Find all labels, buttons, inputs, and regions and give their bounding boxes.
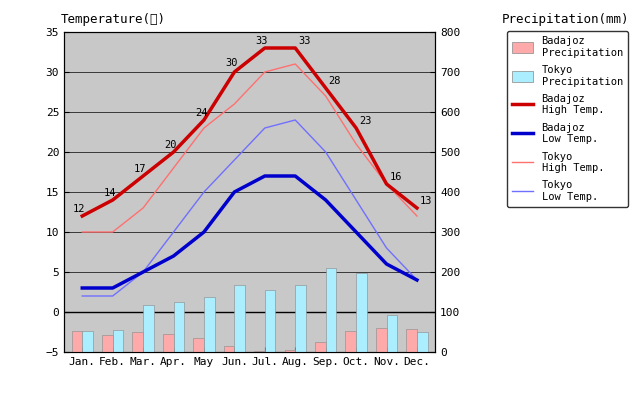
Bar bbox=[234, 285, 245, 352]
Text: 28: 28 bbox=[329, 76, 341, 86]
Bar bbox=[163, 334, 173, 352]
Bar bbox=[356, 273, 367, 352]
Bar bbox=[72, 331, 83, 352]
Bar bbox=[132, 332, 143, 352]
Bar bbox=[376, 328, 387, 352]
Bar bbox=[254, 351, 265, 352]
Bar bbox=[315, 342, 326, 352]
Text: 33: 33 bbox=[298, 36, 311, 46]
Bar bbox=[406, 329, 417, 352]
Bar bbox=[204, 297, 214, 352]
Bar bbox=[265, 290, 275, 352]
Legend: Badajoz
Precipitation, Tokyo
Precipitation, Badajoz
High Temp., Badajoz
Low Temp: Badajoz Precipitation, Tokyo Precipitati… bbox=[508, 31, 628, 207]
Bar bbox=[346, 331, 356, 352]
Text: 12: 12 bbox=[73, 204, 86, 214]
Bar bbox=[193, 338, 204, 352]
Text: 13: 13 bbox=[420, 196, 433, 206]
Bar bbox=[83, 331, 93, 352]
Bar bbox=[224, 346, 234, 352]
Text: 16: 16 bbox=[390, 172, 402, 182]
Text: 14: 14 bbox=[104, 188, 116, 198]
Text: 23: 23 bbox=[359, 116, 372, 126]
Bar bbox=[102, 335, 113, 352]
Bar bbox=[387, 315, 397, 352]
Bar bbox=[113, 330, 124, 352]
Bar bbox=[295, 285, 306, 352]
Text: 30: 30 bbox=[225, 58, 237, 68]
Text: 17: 17 bbox=[134, 164, 147, 174]
Bar bbox=[326, 268, 336, 352]
Text: 33: 33 bbox=[256, 36, 268, 46]
Text: Temperature(℃): Temperature(℃) bbox=[60, 13, 165, 26]
Bar bbox=[173, 302, 184, 352]
Bar bbox=[285, 350, 295, 352]
Bar bbox=[143, 305, 154, 352]
Text: Precipitation(mm): Precipitation(mm) bbox=[502, 13, 630, 26]
Text: 24: 24 bbox=[195, 108, 207, 118]
Bar bbox=[417, 332, 428, 352]
Text: 20: 20 bbox=[164, 140, 177, 150]
